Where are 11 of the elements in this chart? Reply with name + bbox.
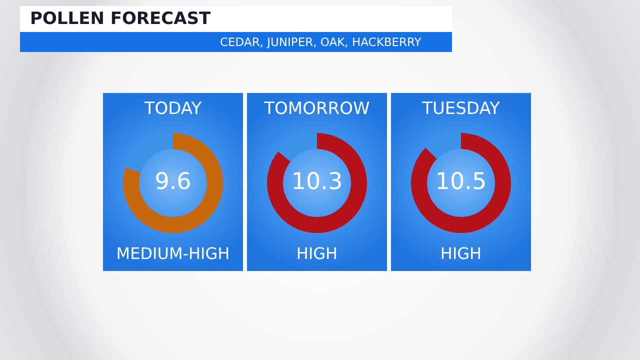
- data-label: 9.6: [154, 168, 192, 195]
- text: HIGH: [439, 244, 483, 263]
- chart-title: TUESDAY: [421, 99, 501, 119]
- data-label: 10.3: [291, 168, 343, 195]
- data-label: 10.5: [435, 168, 487, 195]
- text: POLLEN FORECAST: [20, 6, 452, 32]
- chart-title: TOMORROW: [263, 99, 371, 119]
- text: MEDIUM-HIGH: [115, 244, 231, 263]
- chart-title: TODAY: [143, 99, 203, 119]
- text: HIGH: [295, 244, 339, 263]
- text: CEDAR, JUNIPER, OAK, HACKBERRY: [20, 32, 452, 52]
